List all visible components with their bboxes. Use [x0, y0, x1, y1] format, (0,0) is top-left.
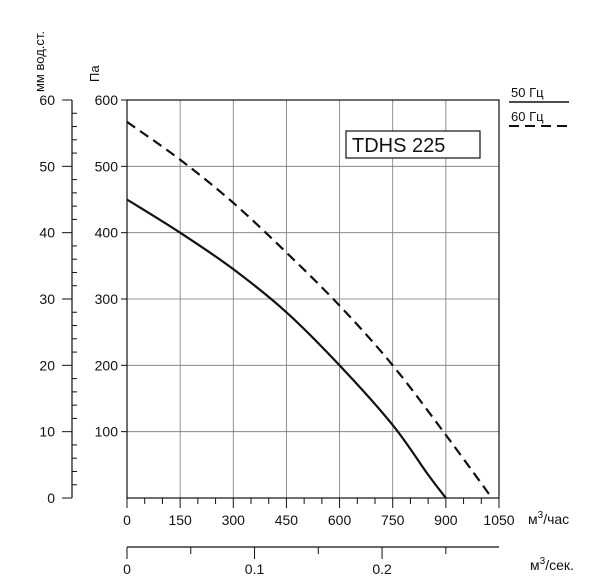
curves [126, 120, 493, 499]
mm-tick-label: 50 [39, 158, 55, 174]
mm-axis: 0 10 20 30 40 50 60 [39, 92, 77, 506]
m3s-tick-label: 0.1 [245, 561, 265, 577]
mm-tick-label: 0 [47, 490, 55, 506]
m3h-tick-label: 900 [434, 512, 458, 528]
chart-title: TDHS 225 [352, 135, 445, 157]
mm-tick-label: 30 [39, 291, 55, 307]
m3h-axis-label-base: м [528, 511, 538, 527]
mm-axis-label: мм вод.ст. [32, 31, 47, 92]
mm-tick-label: 10 [39, 424, 55, 440]
grid [127, 100, 499, 498]
m3s-axis-label-rest: /сек. [545, 557, 574, 573]
m3h-axis-label: м3/час [528, 510, 569, 527]
mm-tick-label: 60 [39, 92, 55, 108]
m3h-tick-label: 1050 [483, 512, 514, 528]
pa-tick-label: 100 [95, 424, 119, 440]
m3h-axis-label-sup: 3 [538, 510, 544, 521]
pa-tick-label: 400 [95, 225, 119, 241]
m3h-axis-label-rest: /час [543, 511, 569, 527]
pa-axis-label: Па [87, 65, 102, 82]
mm-tick-label: 20 [39, 357, 55, 373]
pa-tick-label: 500 [95, 158, 119, 174]
m3h-tick-label: 0 [123, 512, 131, 528]
pa-tick-label: 300 [95, 291, 119, 307]
m3s-tick-label: 0.2 [372, 561, 392, 577]
m3s-axis-label: м3/сек. [530, 556, 574, 573]
m3h-tick-label: 300 [222, 512, 246, 528]
legend-60hz-label: 60 Гц [511, 109, 544, 124]
series-line-60hz [126, 120, 493, 499]
mm-tick-label: 40 [39, 225, 55, 241]
m3h-tick-label: 750 [381, 512, 405, 528]
m3h-tick-label: 450 [275, 512, 299, 528]
m3h-tick-label: 150 [168, 512, 192, 528]
pa-axis: 100 200 300 400 500 600 [95, 92, 127, 440]
m3h-axis: 0 150 300 450 600 750 900 1050 [123, 498, 515, 528]
series-line-50hz [126, 198, 447, 499]
pa-tick-label: 200 [95, 357, 119, 373]
m3s-axis-label-base: м [530, 557, 540, 573]
title-box [345, 130, 481, 159]
m3s-axis-label-sup: 3 [540, 556, 546, 567]
pa-tick-label: 600 [95, 92, 119, 108]
m3s-axis: 0 0.1 0.2 [123, 546, 499, 577]
m3h-tick-label: 600 [328, 512, 352, 528]
legend: 50 Гц 60 Гц [509, 85, 570, 127]
legend-50hz-label: 50 Гц [511, 85, 544, 100]
m3s-tick-label: 0 [123, 561, 131, 577]
